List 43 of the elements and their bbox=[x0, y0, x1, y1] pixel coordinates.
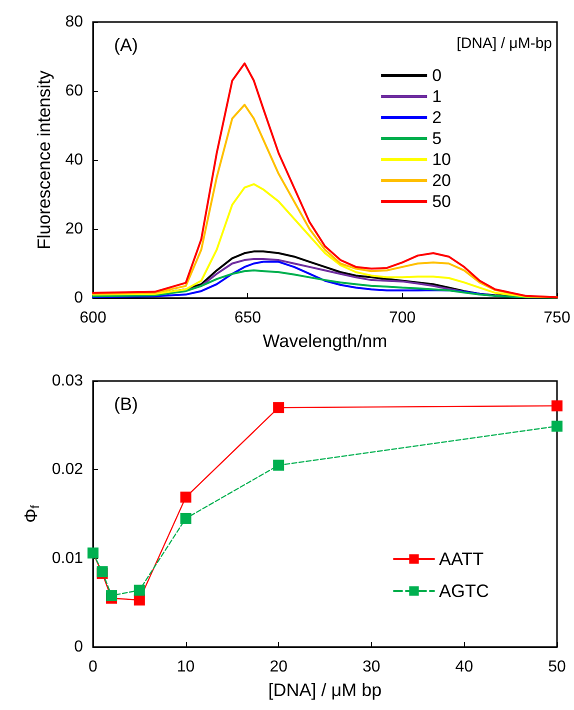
x-axis-title: Wavelength/nm bbox=[262, 331, 388, 351]
x-tick-label: 700 bbox=[388, 310, 416, 326]
legend-label: 50 bbox=[432, 192, 452, 211]
x-tick-label: 0 bbox=[88, 658, 98, 676]
point bbox=[552, 400, 562, 412]
annotation: (B) bbox=[114, 394, 138, 414]
point bbox=[134, 584, 145, 596]
legend-label: 2 bbox=[432, 108, 442, 127]
point bbox=[552, 420, 562, 432]
legend-label: AGTC bbox=[439, 581, 490, 601]
legend-label: 20 bbox=[432, 171, 452, 190]
legend-label: AATT bbox=[439, 549, 484, 569]
y-tick-label: 40 bbox=[65, 152, 84, 168]
x-tick-label: 10 bbox=[176, 658, 195, 676]
point bbox=[180, 512, 192, 524]
x-tick-label: 50 bbox=[548, 658, 566, 676]
legend-label: 10 bbox=[432, 150, 452, 169]
x-tick-label: 20 bbox=[270, 658, 288, 676]
y-tick-label: 0 bbox=[74, 638, 84, 656]
legend-label: 1 bbox=[432, 87, 442, 106]
y-axis-title: Fluorescence intensity bbox=[34, 70, 54, 250]
legend-title: [DNA] / μM-bp bbox=[456, 35, 552, 52]
point bbox=[180, 492, 192, 503]
x-tick-label: 600 bbox=[80, 310, 106, 326]
x-tick-label: 650 bbox=[234, 310, 262, 326]
point bbox=[106, 590, 118, 602]
y-axis-title: Φf bbox=[20, 504, 42, 523]
point bbox=[273, 402, 284, 414]
point bbox=[273, 460, 284, 471]
y-tick-label: 0.02 bbox=[52, 461, 84, 478]
x-tick-label: 750 bbox=[544, 310, 570, 326]
legend-label: 0 bbox=[432, 66, 442, 85]
y-tick-label: 60 bbox=[65, 82, 84, 100]
x-tick-label: 40 bbox=[455, 658, 474, 676]
annotation: (A) bbox=[114, 35, 138, 55]
y-tick-label: 20 bbox=[65, 220, 84, 238]
y-tick-label: 0.03 bbox=[52, 372, 84, 390]
legend-label: 5 bbox=[432, 129, 442, 148]
y-tick-label: 0.01 bbox=[52, 550, 84, 567]
y-tick-label: 80 bbox=[65, 14, 84, 30]
x-tick-label: 30 bbox=[362, 658, 380, 676]
y-tick-label: 0 bbox=[74, 290, 84, 306]
x-axis-title: [DNA] / μM bp bbox=[268, 680, 382, 700]
